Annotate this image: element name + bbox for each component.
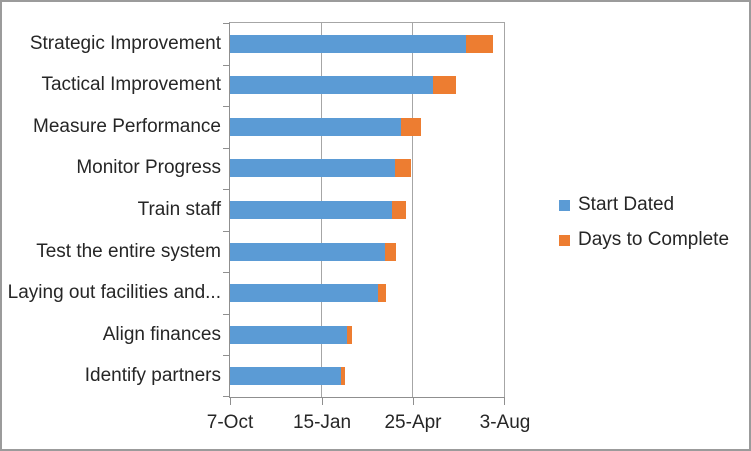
bar-segment-start-dated[interactable] <box>230 34 466 53</box>
category-label: Identify partners <box>84 365 221 387</box>
bar-row <box>230 34 505 53</box>
bar-segment-start-dated[interactable] <box>230 117 402 136</box>
y-axis-tick <box>223 396 230 397</box>
x-axis-tick <box>413 398 414 405</box>
bar-row <box>230 201 505 219</box>
bar-segment-days-to-complete[interactable] <box>465 34 494 53</box>
category-label: Train staff <box>137 199 221 220</box>
x-axis-label: 3-Aug <box>479 412 531 433</box>
legend-swatch-days-to-complete-icon <box>559 234 570 246</box>
y-axis-tick <box>223 314 230 315</box>
category-label: Strategic Improvement <box>29 32 221 54</box>
bar-segment-start-dated[interactable] <box>230 201 393 219</box>
bar-row <box>230 325 505 344</box>
x-axis-labels: 7-Oct 15-Jan 25-Apr 3-Aug <box>207 412 531 436</box>
legend-label-start-dated: Start Dated <box>578 194 675 215</box>
x-axis-label: 7-Oct <box>206 412 254 433</box>
y-axis-tick <box>223 23 230 24</box>
y-axis-tick <box>223 231 230 232</box>
y-axis-tick <box>223 189 230 190</box>
category-label: Measure Performance <box>33 115 221 137</box>
bar-row <box>230 284 505 303</box>
bar-segment-days-to-complete[interactable] <box>395 159 411 178</box>
x-axis-label: 15-Jan <box>292 412 352 433</box>
legend-item-days-to-complete[interactable]: Days to Complete <box>559 229 729 251</box>
bar-segment-start-dated[interactable] <box>230 76 433 95</box>
gridline <box>504 23 505 397</box>
bar-segment-days-to-complete[interactable] <box>340 367 345 386</box>
y-axis-tick <box>223 148 230 149</box>
legend-item-start-dated[interactable]: Start Dated <box>559 194 729 216</box>
bar-segment-start-dated[interactable] <box>230 325 348 344</box>
y-axis-tick <box>223 65 230 66</box>
bar-segment-days-to-complete[interactable] <box>377 284 386 303</box>
x-axis-tick <box>504 398 505 405</box>
bar-row <box>230 367 505 386</box>
y-axis-tick <box>223 106 230 107</box>
plot-area <box>223 22 505 405</box>
legend: Start Dated Days to Complete <box>559 194 729 264</box>
y-axis-tick <box>223 355 230 356</box>
bar-segment-start-dated[interactable] <box>230 242 385 261</box>
category-label: Align finances <box>102 323 221 345</box>
bar-row <box>230 159 505 178</box>
bar-row <box>230 117 505 136</box>
legend-swatch-start-dated-icon <box>559 199 570 211</box>
gridline <box>412 23 413 397</box>
x-axis-tick <box>322 398 323 405</box>
y-axis-tick <box>223 272 230 273</box>
bar-segment-start-dated[interactable] <box>230 284 378 303</box>
bar-row <box>230 76 505 95</box>
category-label: Laying out facilities and... <box>7 282 221 304</box>
legend-label-days-to-complete: Days to Complete <box>578 229 730 250</box>
x-axis-label: 25-Apr <box>384 412 442 433</box>
bar-segment-start-dated[interactable] <box>230 367 341 386</box>
category-label: Test the entire system <box>36 240 221 262</box>
category-label: Monitor Progress <box>76 157 221 179</box>
bar-segment-days-to-complete[interactable] <box>347 325 352 344</box>
category-labels: Strategic Improvement Tactical Improvemen… <box>2 23 221 397</box>
bar-segment-start-dated[interactable] <box>230 159 395 178</box>
bar-segment-days-to-complete[interactable] <box>384 242 396 261</box>
bar-segment-days-to-complete[interactable] <box>401 117 421 136</box>
bar-segment-days-to-complete[interactable] <box>392 201 406 219</box>
category-label: Tactical Improvement <box>41 74 221 96</box>
bar-segment-days-to-complete[interactable] <box>432 76 457 95</box>
bar-row <box>230 242 505 261</box>
x-axis-tick <box>230 398 231 405</box>
